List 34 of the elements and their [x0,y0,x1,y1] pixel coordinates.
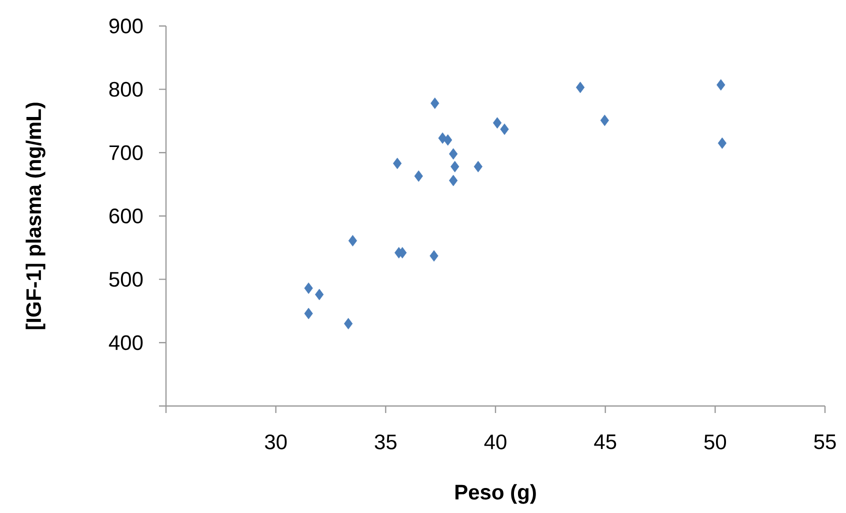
point [716,79,726,91]
point [576,82,585,94]
x-tick-label: 35 [374,434,396,450]
point [444,134,452,146]
y-tick-label: 700 [110,145,143,160]
y-tick-label: 400 [108,335,143,350]
point [449,174,458,186]
y-tick-label: 900 [109,18,143,34]
point [474,160,482,172]
x-tick-label: 55 [814,434,836,450]
point [450,160,460,172]
point [500,124,509,135]
y-axis-title: [IGF-1] plasma (ng/mL) [26,102,46,330]
x-tick-label: 40 [484,434,506,450]
point [430,250,438,262]
y-tick-label: 600 [110,208,143,224]
x-tick-label: 50 [704,434,726,450]
point [449,148,458,160]
point [430,98,440,109]
point [304,282,313,294]
y-tick-label: 800 [109,82,143,97]
y-tick-label: 500 [109,272,143,287]
point [600,114,609,126]
point [492,117,502,129]
x-axis-title: Peso (g) [455,484,536,504]
point [344,318,353,330]
x-tick-label: 30 [264,434,287,450]
point [392,158,402,170]
x-tick-label: 45 [594,434,616,450]
point [414,170,423,182]
point [718,137,727,149]
point [315,288,324,300]
point [304,308,313,320]
point [348,234,358,246]
